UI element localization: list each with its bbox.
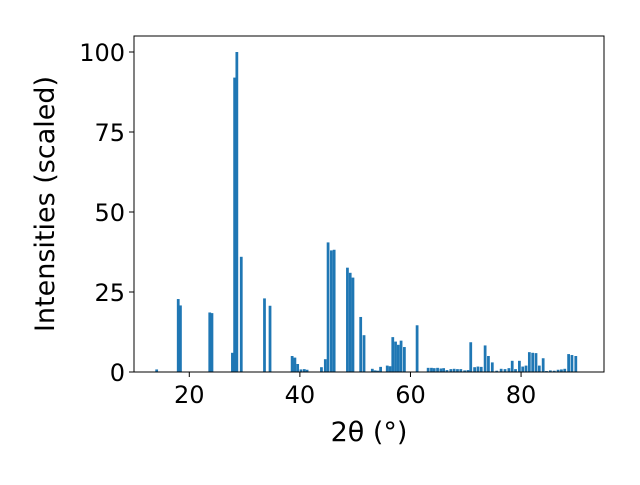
bar — [436, 367, 439, 372]
x-tick-label: 20 — [174, 381, 205, 409]
bar — [514, 369, 517, 372]
bar — [403, 347, 406, 372]
plot-frame — [133, 35, 605, 373]
bar — [305, 369, 309, 372]
bar — [495, 370, 499, 372]
bar — [556, 369, 560, 372]
bar — [518, 360, 521, 372]
bar — [473, 367, 476, 372]
bar — [388, 366, 392, 372]
bar — [348, 272, 352, 372]
bar — [487, 356, 490, 372]
bar — [463, 370, 467, 372]
bar — [293, 357, 297, 372]
bar — [432, 368, 436, 372]
bar — [346, 267, 349, 372]
bar — [456, 369, 459, 372]
bar — [499, 368, 503, 372]
bar — [524, 365, 528, 372]
bar — [362, 335, 366, 372]
bar — [452, 368, 456, 372]
bar — [231, 352, 234, 372]
y-tick-label: 75 — [94, 119, 125, 147]
bar — [296, 364, 300, 372]
bar — [430, 367, 433, 372]
bar — [394, 341, 397, 372]
x-tick-label: 60 — [395, 381, 426, 409]
bar — [469, 342, 473, 372]
bar — [521, 366, 525, 372]
bar — [351, 277, 355, 372]
bar — [490, 362, 494, 372]
bar — [210, 313, 214, 372]
bar — [570, 355, 574, 372]
bar — [534, 353, 538, 372]
bar — [527, 352, 531, 372]
bar — [396, 344, 400, 372]
bar — [320, 367, 323, 372]
bar — [233, 77, 237, 372]
bar — [239, 256, 243, 372]
y-tick-label: 25 — [94, 279, 125, 307]
bar — [399, 340, 403, 372]
bar — [548, 370, 552, 372]
bar — [373, 370, 377, 372]
bar — [466, 370, 470, 372]
bar — [299, 369, 303, 372]
bar — [476, 366, 480, 372]
bar — [326, 242, 330, 372]
bar — [370, 368, 374, 372]
bar — [176, 299, 180, 372]
bar — [415, 325, 419, 372]
bar — [391, 337, 395, 372]
bar — [439, 368, 443, 372]
bar — [567, 354, 570, 372]
bar — [459, 369, 463, 372]
bar — [507, 368, 511, 372]
x-tick-label: 80 — [506, 381, 537, 409]
bar — [442, 368, 446, 372]
bar — [263, 298, 266, 372]
bar — [503, 369, 507, 372]
bar — [510, 360, 514, 372]
y-tick-label: 50 — [94, 199, 125, 227]
bar — [290, 356, 294, 372]
bar — [268, 305, 272, 372]
bar — [445, 370, 449, 372]
bar — [359, 316, 363, 372]
bar — [479, 366, 483, 372]
y-tick-label: 0 — [110, 359, 125, 387]
bar — [302, 369, 306, 372]
bar — [552, 370, 556, 372]
bar — [379, 366, 382, 372]
bar — [323, 359, 327, 372]
bar — [426, 367, 430, 372]
bar — [376, 370, 380, 372]
bars-layer — [155, 52, 578, 372]
x-axis-label: 2θ (°) — [331, 417, 408, 448]
bar — [208, 312, 212, 372]
y-tick-label: 100 — [79, 39, 125, 67]
bar — [235, 52, 239, 372]
bar — [560, 369, 563, 372]
bar — [537, 365, 541, 372]
bar — [330, 250, 333, 372]
bar — [531, 352, 535, 372]
bar — [385, 365, 389, 372]
y-axis-label: Intensities (scaled) — [30, 76, 61, 332]
bar — [449, 369, 453, 372]
bar — [155, 369, 159, 372]
bar — [332, 249, 336, 372]
bar — [541, 358, 545, 372]
bar — [483, 345, 487, 372]
x-tick-label: 40 — [285, 381, 316, 409]
bar — [179, 305, 182, 372]
bar — [563, 368, 567, 372]
bar — [574, 356, 578, 372]
axes-layer: 20 40 60 80 0 25 50 75 100 — [79, 35, 605, 409]
